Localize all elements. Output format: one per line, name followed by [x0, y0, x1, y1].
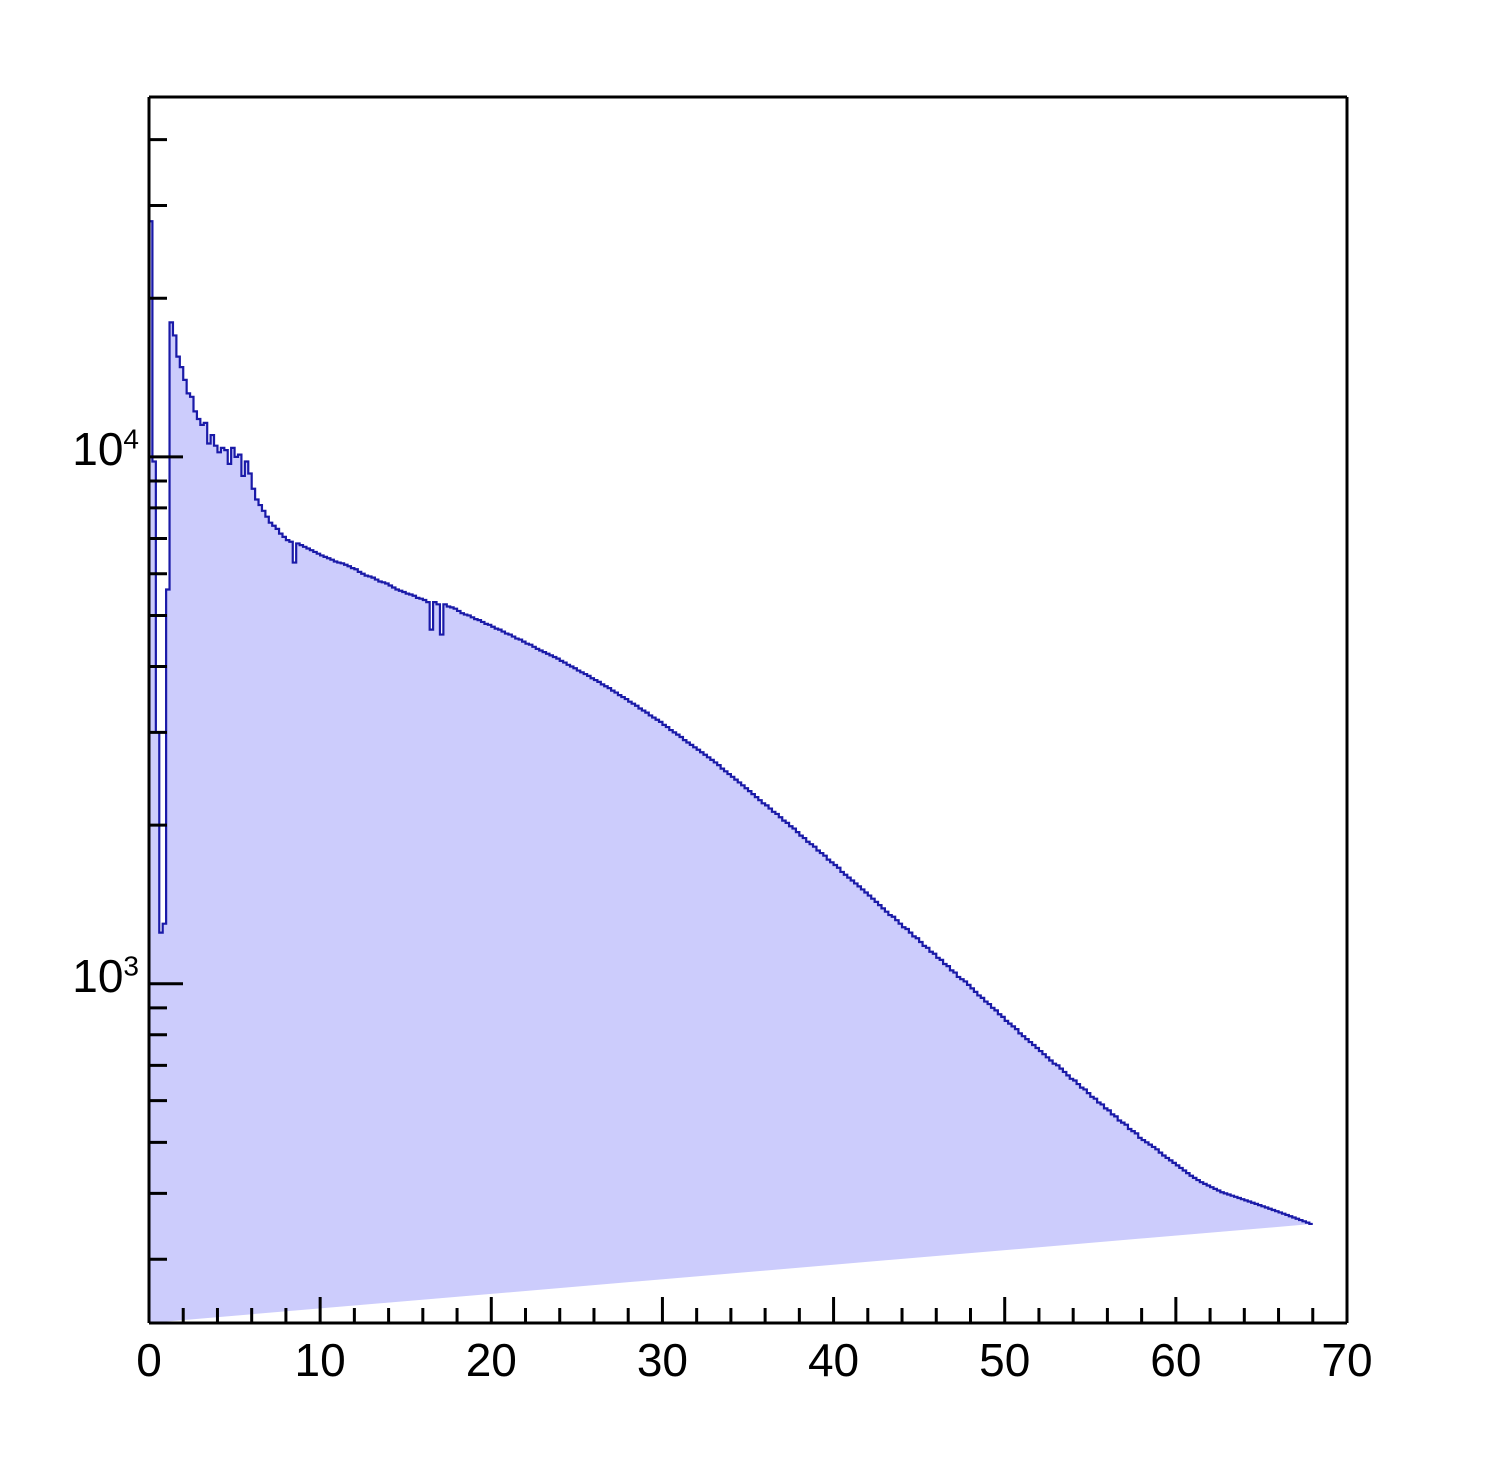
x-tick-label: 60	[1150, 1334, 1202, 1386]
axis-lines-and-ticks	[147, 95, 1349, 1325]
histogram-outline	[147, 220, 1313, 1323]
x-tick-label: 10	[294, 1334, 346, 1386]
x-tick-label: 30	[636, 1334, 688, 1386]
y-tick-label: 104	[72, 422, 139, 475]
histogram-series	[147, 220, 1313, 1323]
x-tick-label: 40	[807, 1334, 860, 1386]
y-tick-label: 103	[72, 949, 139, 1002]
x-tick-label: 70	[1321, 1334, 1373, 1386]
x-tick-label: 20	[465, 1334, 517, 1386]
x-tick-label: 0	[136, 1334, 162, 1386]
x-tick-label: 50	[979, 1334, 1031, 1386]
